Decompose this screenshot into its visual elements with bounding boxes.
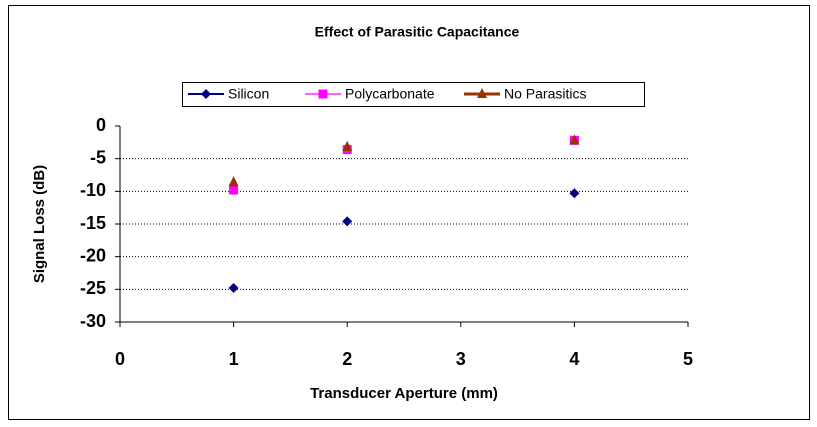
y-tick-label: -25: [80, 278, 106, 298]
y-tick-label: -15: [80, 213, 106, 233]
legend-marker: [201, 89, 211, 99]
y-tick-label: -10: [80, 180, 106, 200]
x-tick-label: 2: [342, 349, 352, 369]
x-tick-label: 5: [683, 349, 693, 369]
legend-marker: [477, 88, 487, 98]
data-point: [569, 134, 580, 145]
data-point: [342, 140, 353, 151]
data-point: [228, 176, 239, 187]
x-tick-label: 3: [456, 349, 466, 369]
x-tick-label: 0: [115, 349, 125, 369]
data-point: [229, 185, 239, 195]
legend-label: Silicon: [228, 86, 269, 102]
y-tick-label: -20: [80, 245, 106, 265]
y-axis-label: Signal Loss (dB): [31, 165, 48, 283]
legend-marker: [318, 89, 328, 99]
legend-label: No Parasitics: [504, 86, 586, 102]
chart-frame: [8, 5, 810, 420]
data-point: [228, 283, 239, 294]
y-tick-label: -5: [90, 147, 106, 167]
legend-label: Polycarbonate: [345, 86, 435, 102]
y-tick-label: -30: [80, 311, 106, 331]
data-point: [569, 188, 580, 199]
chart-title: Effect of Parasitic Capacitance: [315, 24, 520, 40]
legend-box: [182, 82, 645, 107]
x-tick-label: 4: [569, 349, 579, 369]
x-axis-label: Transducer Aperture (mm): [310, 385, 498, 402]
data-point: [342, 216, 353, 227]
y-tick-label: 0: [96, 115, 106, 135]
x-tick-label: 1: [229, 349, 239, 369]
